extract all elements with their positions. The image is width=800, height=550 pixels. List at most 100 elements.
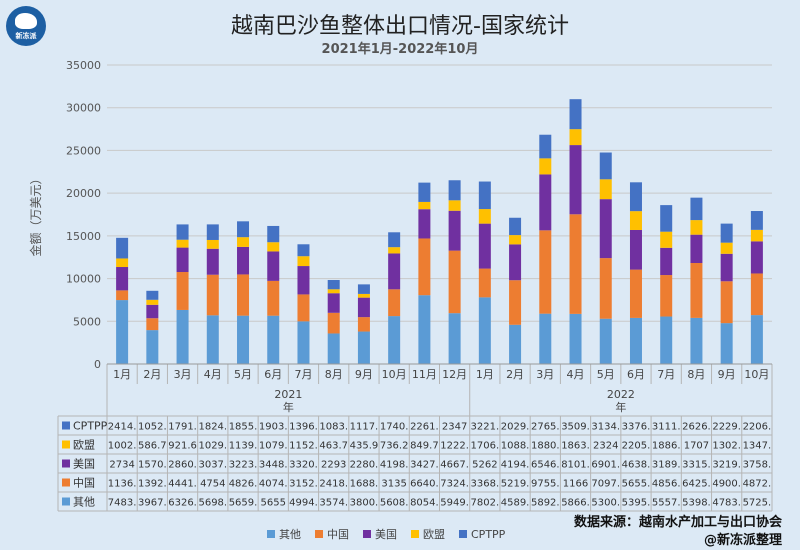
bar-segment xyxy=(388,289,401,317)
bar-segment xyxy=(176,272,189,310)
bar-segment xyxy=(116,258,129,268)
table-cell-value: 1740. xyxy=(380,422,409,433)
table-legend-key xyxy=(62,421,70,430)
bar-segment xyxy=(237,237,250,247)
bar-segment xyxy=(629,317,642,364)
x-tick-label: 7月 xyxy=(657,368,675,381)
table-cell-value: 3448. xyxy=(259,460,288,471)
table-cell-value: 5219. xyxy=(501,479,530,490)
x-tick-label: 3月 xyxy=(536,368,554,381)
bar-segment xyxy=(720,253,733,282)
bar-segment xyxy=(357,331,370,364)
table-series-name: 欧盟 xyxy=(73,439,95,452)
table-cell-value: 2261. xyxy=(410,422,439,433)
bar-segment xyxy=(267,315,280,364)
table-cell-value: 3320. xyxy=(289,460,318,471)
table-cell-value: 1707 xyxy=(684,441,709,452)
x-tick-label: 10月 xyxy=(382,368,407,381)
table-cell-value: 2765. xyxy=(531,422,560,433)
bar-segment xyxy=(478,297,491,364)
bar-segment xyxy=(267,225,280,243)
bar-segment xyxy=(509,324,522,364)
table-cell-value: 1088. xyxy=(501,441,530,452)
table-cell-value: 4589. xyxy=(501,498,530,509)
bar-segment xyxy=(237,246,250,275)
bar-segment xyxy=(720,223,733,243)
bar-segment xyxy=(690,197,703,221)
bar-segment xyxy=(720,281,733,324)
table-cell-value: 1152. xyxy=(289,441,318,452)
chart-subtitle: 2021年1月-2022年10月 xyxy=(321,42,479,57)
legend-label: CPTPP xyxy=(471,528,506,541)
bar-segment xyxy=(539,230,552,314)
table-series-name: 中国 xyxy=(73,477,95,490)
bar-segment xyxy=(478,181,491,210)
table-cell-value: 3037. xyxy=(198,460,227,471)
bar-segment xyxy=(660,316,673,364)
bar-segment xyxy=(569,214,582,314)
table-cell-value: 2414. xyxy=(108,422,137,433)
bar-segment xyxy=(720,323,733,364)
table-cell-value: 7324. xyxy=(440,479,469,490)
table-cell-value: 8054. xyxy=(410,498,439,509)
table-cell-value: 6326. xyxy=(168,498,197,509)
bar-segment xyxy=(750,273,763,316)
x-tick-label: 4月 xyxy=(204,368,222,381)
x-tick-label: 4月 xyxy=(567,368,585,381)
y-tick-label: 10000 xyxy=(66,273,101,286)
table-cell-value: 1222. xyxy=(440,441,469,452)
y-tick-label: 0 xyxy=(94,358,101,371)
y-tick-label: 25000 xyxy=(66,144,101,157)
bar-segment xyxy=(539,174,552,231)
bar-segment xyxy=(509,280,522,325)
bar-segment xyxy=(206,315,219,364)
bar-segment xyxy=(660,247,673,276)
table-cell-value: 4074. xyxy=(259,479,288,490)
bar-segment xyxy=(206,248,219,275)
bar-segment xyxy=(660,275,673,317)
bar-segment xyxy=(539,313,552,364)
table-cell-value: 5866. xyxy=(561,498,590,509)
x-tick-label: 11月 xyxy=(412,368,437,381)
x-tick-label: 1月 xyxy=(113,368,131,381)
bar-segment xyxy=(146,299,159,305)
year-label: 2021 xyxy=(274,388,302,401)
table-cell-value: 7483. xyxy=(108,498,137,509)
table-cell-value: 3574. xyxy=(319,498,348,509)
bear-icon xyxy=(15,13,37,29)
table-cell-value: 5655. xyxy=(622,479,651,490)
legend-swatch xyxy=(315,530,323,538)
legend-label: 中国 xyxy=(327,528,349,541)
bar-segment xyxy=(357,297,370,318)
bar-segment xyxy=(237,274,250,316)
x-tick-label: 10月 xyxy=(744,368,769,381)
x-tick-label: 6月 xyxy=(264,368,282,381)
x-tick-label: 2月 xyxy=(143,368,161,381)
bar-segment xyxy=(418,295,431,364)
x-tick-label: 5月 xyxy=(597,368,615,381)
legend-swatch xyxy=(363,530,371,538)
y-tick-label: 15000 xyxy=(66,230,101,243)
y-tick-label: 5000 xyxy=(73,315,101,328)
table-cell-value: 1002. xyxy=(108,441,137,452)
bar-segment xyxy=(690,234,703,263)
bar-segment xyxy=(206,274,219,316)
bar-segment xyxy=(267,280,280,316)
table-cell-value: 5398. xyxy=(682,498,711,509)
table-cell-value: 3152. xyxy=(289,479,318,490)
table-legend-key xyxy=(62,440,70,449)
table-cell-value: 4198. xyxy=(380,460,409,471)
bar-segment xyxy=(146,330,159,364)
table-series-name: 其他 xyxy=(73,496,95,509)
bar-segment xyxy=(297,321,310,364)
table-cell-value: 3315. xyxy=(682,460,711,471)
x-tick-label: 12月 xyxy=(442,368,467,381)
bar-segment xyxy=(750,229,763,242)
table-cell-value: 1347. xyxy=(743,441,772,452)
bar-segment xyxy=(448,180,461,201)
table-cell-value: 1903. xyxy=(259,422,288,433)
bar-segment xyxy=(388,316,401,364)
bar-segment xyxy=(448,313,461,364)
table-cell-value: 4754 xyxy=(200,479,225,490)
